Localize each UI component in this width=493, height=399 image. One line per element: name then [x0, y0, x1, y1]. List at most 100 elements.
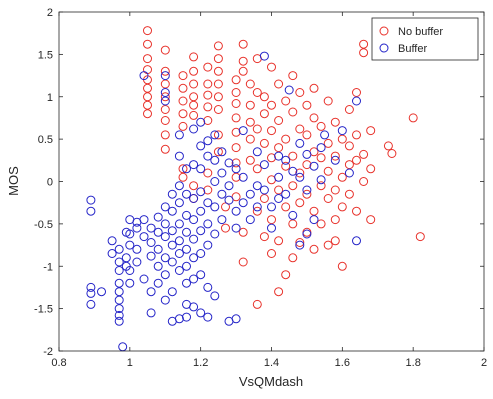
- data-point: [203, 282, 213, 292]
- data-point: [281, 134, 291, 144]
- data-point: [182, 227, 191, 237]
- data-point: [295, 138, 305, 148]
- data-point: [359, 177, 369, 186]
- data-point: [274, 151, 284, 161]
- data-point: [252, 164, 262, 174]
- data-point: [213, 79, 223, 89]
- data-point: [217, 215, 227, 225]
- data-point: [160, 295, 170, 305]
- data-point: [182, 210, 191, 220]
- data-point: [203, 168, 213, 178]
- data-point: [203, 90, 213, 100]
- data-point: [302, 100, 312, 110]
- data-point: [153, 212, 163, 222]
- data-point: [352, 206, 361, 216]
- data-point: [114, 304, 124, 314]
- data-point: [302, 130, 312, 140]
- data-point: [160, 96, 170, 106]
- data-point: [153, 227, 163, 237]
- data-point: [245, 134, 255, 144]
- data-point: [284, 85, 294, 95]
- data-point: [146, 238, 156, 247]
- legend-label-no-buffer: No buffer: [398, 26, 443, 38]
- data-point: [203, 62, 213, 72]
- data-point: [86, 299, 96, 309]
- data-point: [196, 270, 206, 280]
- data-point: [174, 314, 184, 324]
- x-tick-label: 2: [481, 357, 487, 369]
- data-point: [86, 288, 96, 298]
- data-point: [210, 229, 220, 239]
- data-point: [210, 177, 220, 186]
- data-point: [160, 92, 170, 102]
- data-point: [323, 166, 333, 176]
- data-point: [352, 130, 361, 140]
- data-point: [132, 244, 142, 254]
- data-point: [245, 117, 255, 127]
- data-point: [267, 153, 276, 163]
- data-point: [295, 168, 305, 178]
- data-point: [302, 189, 312, 199]
- data-point: [160, 202, 170, 212]
- data-point: [182, 278, 191, 288]
- data-point: [125, 266, 135, 275]
- data-point: [146, 251, 156, 261]
- data-point: [189, 274, 199, 284]
- data-point: [139, 215, 149, 225]
- data-point: [316, 121, 326, 131]
- data-point: [224, 195, 234, 205]
- data-point: [288, 166, 298, 176]
- data-point: [189, 194, 199, 203]
- x-tick-label: 1: [127, 357, 133, 369]
- data-point: [288, 253, 298, 263]
- data-point: [174, 181, 184, 191]
- data-point: [288, 71, 298, 81]
- data-point: [238, 126, 248, 136]
- data-point: [231, 113, 241, 123]
- data-point: [274, 79, 284, 89]
- data-point: [231, 143, 241, 153]
- y-tick-label: 1.5: [38, 49, 53, 61]
- data-point: [125, 240, 135, 250]
- data-point: [295, 124, 305, 134]
- data-point: [231, 223, 241, 233]
- data-point: [182, 261, 191, 271]
- data-point: [196, 308, 206, 318]
- data-point: [337, 261, 347, 271]
- data-point: [259, 138, 269, 148]
- data-point: [267, 126, 276, 136]
- data-point: [245, 79, 255, 89]
- data-point: [114, 244, 124, 254]
- data-point: [231, 158, 241, 168]
- data-point: [221, 223, 230, 233]
- data-point: [213, 66, 223, 76]
- data-point: [267, 62, 276, 72]
- data-point: [139, 274, 149, 284]
- data-point: [309, 215, 319, 225]
- data-point: [252, 181, 262, 191]
- data-point: [366, 215, 376, 225]
- y-tick-label: -1: [43, 261, 53, 273]
- data-point: [189, 66, 199, 76]
- data-point: [267, 100, 276, 110]
- data-point: [174, 130, 184, 140]
- plot-area: [59, 12, 484, 351]
- data-point: [231, 192, 241, 202]
- data-point: [174, 249, 184, 258]
- data-point: [259, 109, 269, 119]
- data-point: [178, 96, 188, 106]
- data-point: [281, 189, 291, 199]
- x-tick-label: 1.4: [264, 357, 279, 369]
- data-point: [203, 312, 213, 322]
- data-point: [182, 244, 191, 254]
- data-point: [238, 66, 248, 76]
- data-point: [366, 126, 376, 136]
- data-point: [231, 314, 241, 324]
- data-point: [231, 88, 241, 97]
- data-point: [189, 160, 199, 170]
- data-point: [316, 143, 326, 153]
- data-point: [160, 144, 170, 154]
- data-point: [203, 185, 213, 195]
- data-point: [196, 117, 206, 127]
